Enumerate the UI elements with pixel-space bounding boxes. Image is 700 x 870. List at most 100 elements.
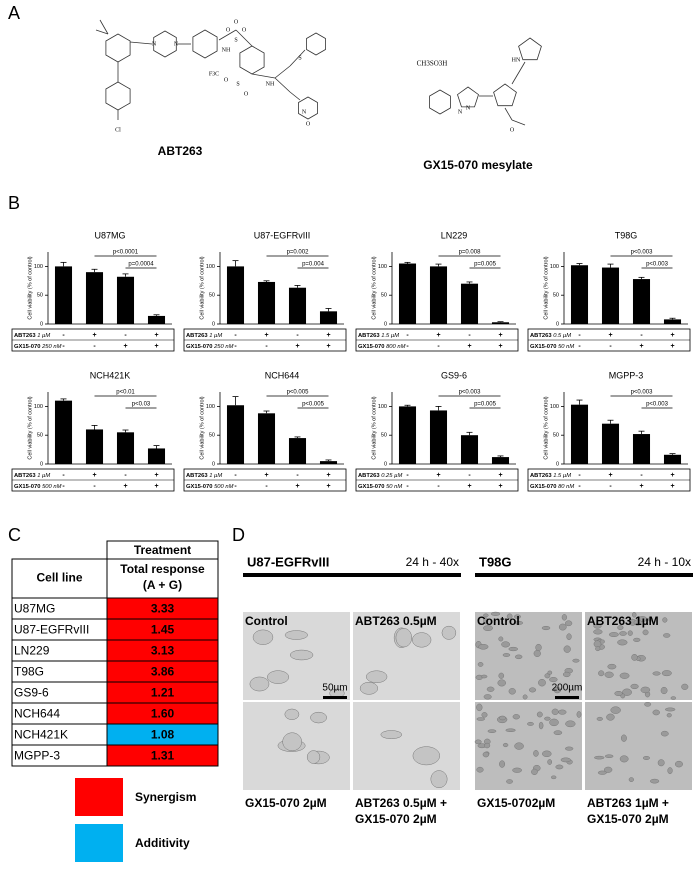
drug-dose: 250 nM — [41, 344, 62, 350]
atom-label: O — [242, 27, 247, 33]
cell — [474, 739, 482, 745]
drug-dose: 0.5 µM — [553, 333, 571, 339]
value-cell — [106, 744, 219, 767]
drug-name: GX15-070 — [14, 344, 40, 350]
chart-title: U87-EGFRvIII — [254, 230, 311, 240]
drug-name: ABT263 — [14, 333, 36, 339]
cell-line: U87MG — [14, 602, 55, 616]
y-tick-label: 50 — [37, 293, 43, 299]
treatment-sign: - — [234, 472, 237, 479]
bond — [274, 77, 291, 93]
cell — [640, 686, 651, 694]
y-tick-label: 100 — [378, 404, 387, 410]
y-tick-label: 50 — [37, 433, 43, 439]
drug-dose: 80 nM — [558, 484, 574, 490]
y-tick-label: 0 — [40, 321, 43, 327]
column-header: Total response — [120, 562, 205, 576]
bar — [116, 276, 135, 324]
bar — [85, 429, 104, 464]
p-value: p<0.005 — [302, 402, 325, 408]
treatment-sign: + — [264, 332, 268, 339]
chart-title: GS9-6 — [441, 370, 467, 380]
panel-label: A — [8, 3, 20, 23]
atom-label: O — [226, 27, 231, 33]
cell — [633, 637, 641, 642]
cell — [535, 643, 542, 652]
bar — [601, 423, 620, 464]
cell — [604, 766, 613, 773]
bar — [85, 272, 104, 324]
cell — [670, 696, 677, 700]
treatment-label: ABT263 0.5 µM — [530, 333, 571, 339]
drug-name: GX15-070 — [186, 484, 212, 490]
response-value: 3.13 — [151, 644, 175, 658]
treatment-sign: - — [578, 343, 581, 350]
cell — [563, 645, 571, 653]
cell — [533, 750, 539, 757]
cell — [498, 636, 504, 642]
treatment-sign: - — [578, 483, 581, 490]
atom-label: HN — [512, 57, 521, 63]
chart-title: MGPP-3 — [609, 370, 644, 380]
cell — [572, 658, 580, 663]
cell — [674, 760, 683, 768]
cell — [282, 732, 302, 752]
cell — [593, 629, 603, 635]
treatment-label: GX15-070 50 nM — [358, 484, 402, 490]
cell — [553, 730, 563, 736]
cell — [558, 623, 567, 631]
cell — [441, 625, 457, 640]
micrograph — [475, 702, 582, 790]
cell — [608, 632, 619, 638]
treatment-sign: - — [124, 332, 127, 339]
cell — [660, 686, 668, 695]
treatment-sign: - — [406, 332, 409, 339]
drug-dose: 1 µM — [209, 473, 222, 479]
cell — [576, 711, 582, 718]
cell — [533, 649, 541, 657]
y-tick-label: 100 — [550, 264, 559, 270]
drug-name: ABT263 — [186, 333, 208, 339]
treatment-sign: - — [93, 343, 96, 350]
bar — [663, 454, 682, 464]
drug-name: GX15-070 — [358, 344, 384, 350]
treatment-sign: + — [670, 343, 674, 350]
drug-name: ABT263 — [358, 473, 380, 479]
cell — [483, 613, 489, 618]
bond — [95, 29, 109, 35]
cell — [666, 713, 672, 718]
treatment-sign: - — [609, 483, 612, 490]
cell — [476, 703, 483, 712]
bar — [663, 319, 682, 324]
cell — [662, 617, 668, 623]
cell — [665, 707, 676, 712]
cell — [565, 620, 573, 627]
drug-name: ABT263 — [530, 333, 552, 339]
cell — [508, 646, 518, 652]
cell — [514, 620, 524, 625]
bond — [129, 41, 153, 45]
bar — [398, 263, 417, 324]
p-value: p=0.005 — [474, 262, 497, 268]
cell — [486, 686, 495, 692]
cell — [306, 750, 321, 764]
scale-bar — [555, 696, 579, 699]
cell — [522, 694, 528, 700]
treatment-label: ABT263 1 µM — [14, 333, 50, 339]
bond — [218, 29, 237, 41]
bar — [54, 400, 73, 464]
treatment-label: ABT263 1 µM — [186, 473, 222, 479]
cell — [542, 750, 552, 758]
cell — [499, 715, 506, 721]
cell-line: LN229 — [14, 644, 50, 658]
treatment-sign: + — [436, 472, 440, 479]
bar — [398, 406, 417, 464]
bar — [116, 432, 135, 464]
treatment-sign: + — [670, 472, 674, 479]
drug-name: ABT263 — [530, 473, 552, 479]
p-value: p<0.03 — [132, 402, 151, 408]
chart-title: U87MG — [94, 230, 125, 240]
atom-label: NH — [266, 81, 275, 87]
atom-label: S — [236, 81, 239, 87]
cell — [514, 742, 524, 750]
